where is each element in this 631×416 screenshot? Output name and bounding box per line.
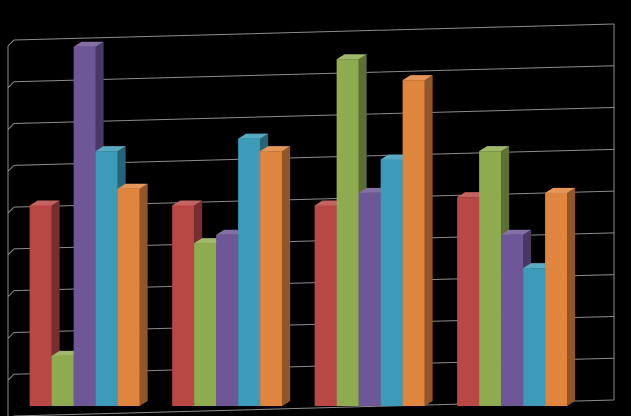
bar-front xyxy=(336,59,359,406)
bar-front xyxy=(523,268,546,406)
bar-front xyxy=(457,197,480,406)
bar-top xyxy=(73,41,104,47)
bar-side xyxy=(139,183,148,406)
bar-front xyxy=(95,151,118,406)
bar-top xyxy=(172,200,203,206)
bar-front xyxy=(216,234,239,406)
bar-front xyxy=(380,159,403,406)
bar-side xyxy=(424,75,433,406)
bar xyxy=(402,75,433,406)
bar-front xyxy=(402,80,425,406)
bar xyxy=(545,187,576,406)
bar-front xyxy=(117,188,140,406)
bar-top xyxy=(238,133,269,139)
bar-front xyxy=(51,355,74,406)
bar-top xyxy=(479,146,510,152)
bar-front xyxy=(545,192,568,406)
bar-front xyxy=(29,205,52,406)
bar-top xyxy=(545,187,576,193)
bar-top xyxy=(402,75,433,81)
bar-top xyxy=(501,229,532,235)
bar-top xyxy=(336,54,367,60)
gridline xyxy=(7,65,615,89)
bar-front xyxy=(314,205,337,406)
bar-top xyxy=(95,146,126,152)
bar-front xyxy=(479,151,502,406)
chart-bars xyxy=(29,41,576,406)
bar-top xyxy=(29,200,60,206)
gridline xyxy=(7,23,615,47)
bar-front xyxy=(172,205,195,406)
bar-front xyxy=(260,151,283,406)
bar-front xyxy=(238,138,261,406)
bar-side xyxy=(567,187,576,406)
bar xyxy=(260,146,291,406)
bar-side xyxy=(282,146,291,406)
bar-front xyxy=(358,192,381,406)
bar xyxy=(117,183,148,406)
bar-front xyxy=(194,243,217,406)
bar-front xyxy=(73,46,96,406)
bar-front xyxy=(501,234,524,406)
bar-top xyxy=(117,183,148,189)
bar-top xyxy=(260,146,291,152)
